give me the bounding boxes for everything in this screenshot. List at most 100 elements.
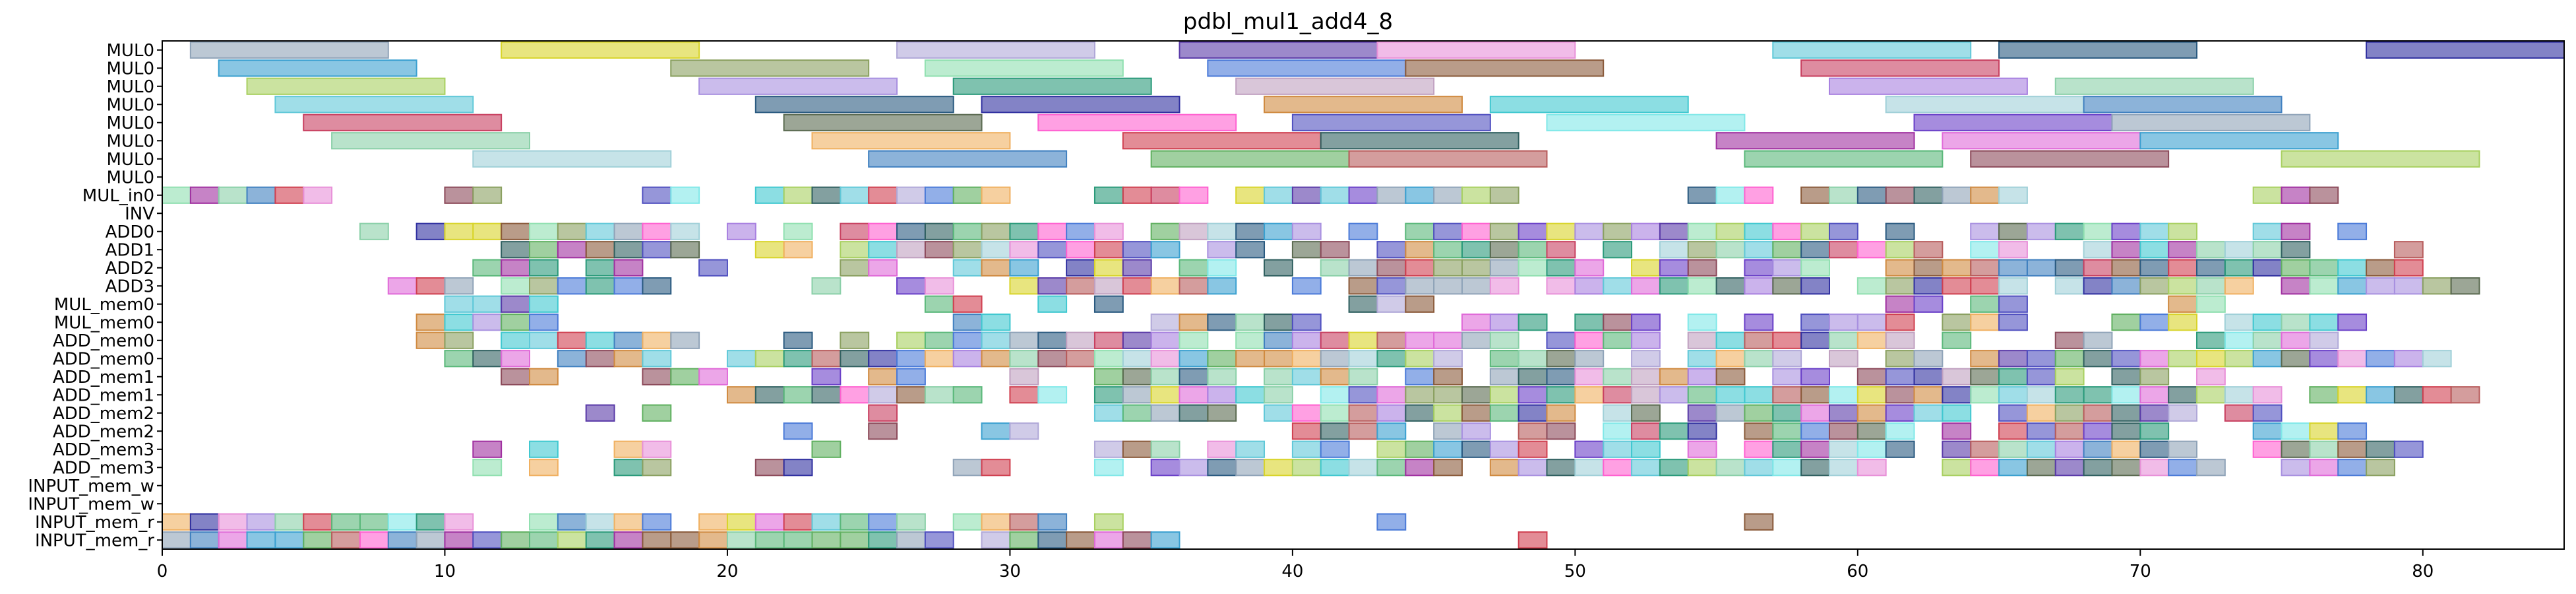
task-block: [1433, 259, 1463, 277]
task-block: [981, 314, 1011, 331]
task-block: [868, 241, 898, 259]
task-block: [1207, 350, 1237, 368]
task-block: [1715, 368, 1746, 385]
task-block: [1885, 350, 1915, 368]
task-block: [2054, 259, 2085, 277]
task-block: [1264, 368, 1293, 385]
task-block: [2054, 386, 2085, 404]
task-block: [1715, 350, 1746, 368]
task-block: [613, 459, 644, 477]
task-block: [2393, 386, 2424, 404]
task-block: [1093, 386, 1124, 404]
task-block: [1122, 404, 1152, 422]
task-block: [1913, 241, 1944, 259]
task-block: [1885, 295, 1915, 313]
task-block: [1037, 513, 1068, 531]
mul0-task-bar: [1179, 41, 1378, 59]
task-block: [1772, 459, 1802, 477]
task-block: [1998, 350, 2028, 368]
task-block: [472, 531, 503, 549]
task-block: [726, 513, 756, 531]
task-block: [1093, 404, 1124, 422]
task-block: [924, 295, 954, 313]
task-block: [1715, 386, 1746, 404]
task-block: [1037, 531, 1068, 549]
task-block: [2083, 222, 2113, 240]
task-block: [1970, 459, 2000, 477]
task-block: [1574, 368, 1605, 385]
task-block: [162, 531, 191, 549]
task-block: [642, 368, 672, 385]
bars-layer: [162, 41, 2565, 549]
x-tick-label: 0: [157, 562, 168, 581]
task-block: [274, 513, 305, 531]
task-block: [1828, 440, 1858, 458]
task-block: [1856, 277, 1887, 295]
task-block: [246, 186, 276, 204]
task-block: [1828, 459, 1858, 477]
task-block: [1970, 259, 2000, 277]
task-block: [2168, 350, 2197, 368]
task-block: [868, 531, 898, 549]
task-block: [981, 241, 1011, 259]
y-tick-label: INV: [125, 204, 154, 224]
task-block: [1970, 277, 2000, 295]
task-block: [585, 513, 615, 531]
task-block: [1235, 386, 1266, 404]
task-block: [811, 350, 842, 368]
task-block: [1093, 331, 1124, 349]
task-block: [444, 331, 474, 349]
task-block: [415, 222, 446, 240]
task-block: [2083, 259, 2113, 277]
task-block: [981, 422, 1011, 440]
task-block: [1800, 259, 1830, 277]
mul0-task-bar: [1885, 96, 2085, 114]
task-block: [924, 531, 954, 549]
task-block: [642, 277, 672, 295]
task-block: [1179, 186, 1209, 204]
task-block: [840, 186, 870, 204]
task-block: [1518, 222, 1548, 240]
task-block: [1433, 331, 1463, 349]
task-block: [2224, 331, 2254, 349]
mul0-task-bar: [2111, 114, 2311, 131]
mul0-task-bar: [246, 77, 446, 95]
task-block: [1603, 368, 1633, 385]
task-block: [2054, 440, 2085, 458]
task-block: [2450, 277, 2480, 295]
task-block: [1828, 404, 1858, 422]
task-block: [2252, 222, 2283, 240]
task-block: [1659, 368, 1689, 385]
task-block: [1800, 404, 1830, 422]
y-tick-label: ADD_mem1: [53, 385, 154, 405]
task-block: [1489, 368, 1519, 385]
task-block: [1433, 350, 1463, 368]
task-block: [1800, 222, 1830, 240]
task-block: [1489, 331, 1519, 349]
task-block: [472, 314, 503, 331]
task-block: [1405, 331, 1435, 349]
task-block: [1998, 241, 2028, 259]
task-block: [1574, 259, 1605, 277]
x-tick-label: 40: [1281, 562, 1303, 581]
task-block: [1207, 368, 1237, 385]
task-block: [1744, 222, 1774, 240]
task-block: [1320, 459, 1350, 477]
task-block: [1009, 513, 1039, 531]
task-block: [1574, 331, 1605, 349]
task-block: [2252, 404, 2283, 422]
task-block: [246, 531, 276, 549]
y-tick-label: MUL0: [107, 41, 155, 61]
task-block: [1828, 186, 1858, 204]
task-block: [1687, 186, 1717, 204]
task-block: [1376, 459, 1407, 477]
task-block: [1574, 277, 1605, 295]
mul0-task-bar: [1942, 132, 2141, 150]
task-block: [1066, 259, 1095, 277]
task-block: [1800, 368, 1830, 385]
task-block: [472, 459, 503, 477]
mul0-task-bar: [1970, 150, 2170, 168]
task-block: [783, 422, 813, 440]
task-block: [1744, 513, 1774, 531]
task-block: [2168, 314, 2197, 331]
